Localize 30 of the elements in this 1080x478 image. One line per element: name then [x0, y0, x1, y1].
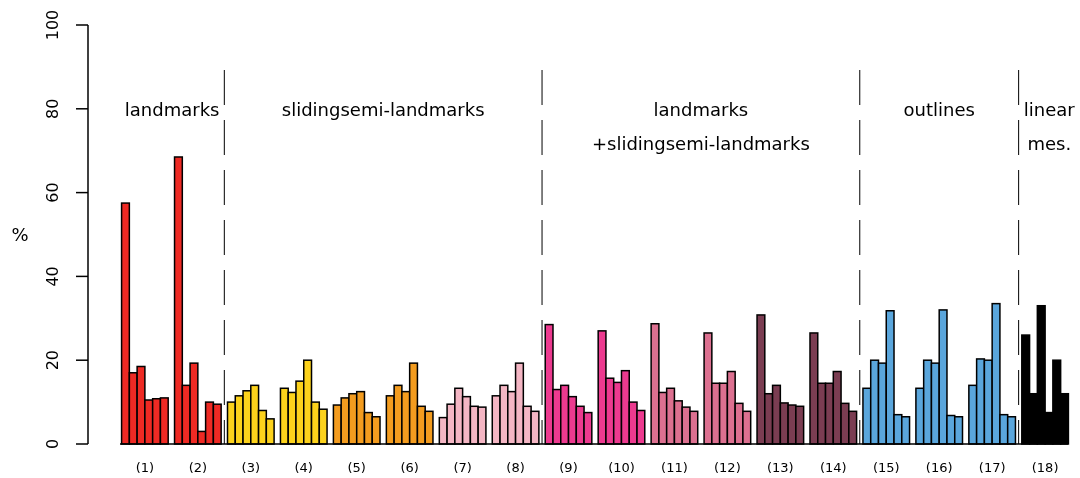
x-tick-label: (9): [559, 460, 578, 475]
x-tick-label: (2): [188, 460, 208, 475]
y-tick-label: 60: [43, 182, 62, 203]
x-tick-label: (4): [294, 460, 313, 475]
x-tick-label: (14): [819, 460, 847, 475]
x-tick-label: (13): [767, 460, 794, 475]
x-tick-label: (6): [400, 460, 419, 475]
y-tick-label: 20: [43, 350, 62, 371]
x-tick-label: (7): [453, 460, 472, 475]
x-tick-label: (11): [661, 460, 688, 475]
y-tick-label: 0: [43, 438, 62, 450]
annotation: landmarks: [124, 99, 220, 120]
x-tick-label: (10): [608, 460, 635, 475]
x-tick-label: (17): [978, 460, 1006, 475]
annotation: outlines: [903, 99, 975, 120]
annotation: slidingsemi-landmarks: [281, 99, 485, 120]
y-tick-label: 100: [43, 9, 62, 41]
x-tick-label: (12): [714, 460, 741, 475]
x-tick-label: (8): [506, 460, 525, 475]
x-tick-label: (1): [135, 460, 155, 475]
y-tick-label: 80: [43, 98, 62, 119]
x-tick-label: (16): [925, 460, 953, 475]
annotation: linear mes.: [1023, 99, 1076, 154]
y-tick-label: 40: [43, 266, 62, 287]
x-tick-label: (3): [241, 460, 261, 475]
x-tick-label: (5): [347, 460, 366, 475]
x-tick-label: (18): [1031, 460, 1059, 475]
annotation: landmarks +slidingsemi-landmarks: [591, 99, 810, 154]
x-tick-label: (15): [872, 460, 900, 475]
y-axis-title: %: [11, 223, 29, 245]
